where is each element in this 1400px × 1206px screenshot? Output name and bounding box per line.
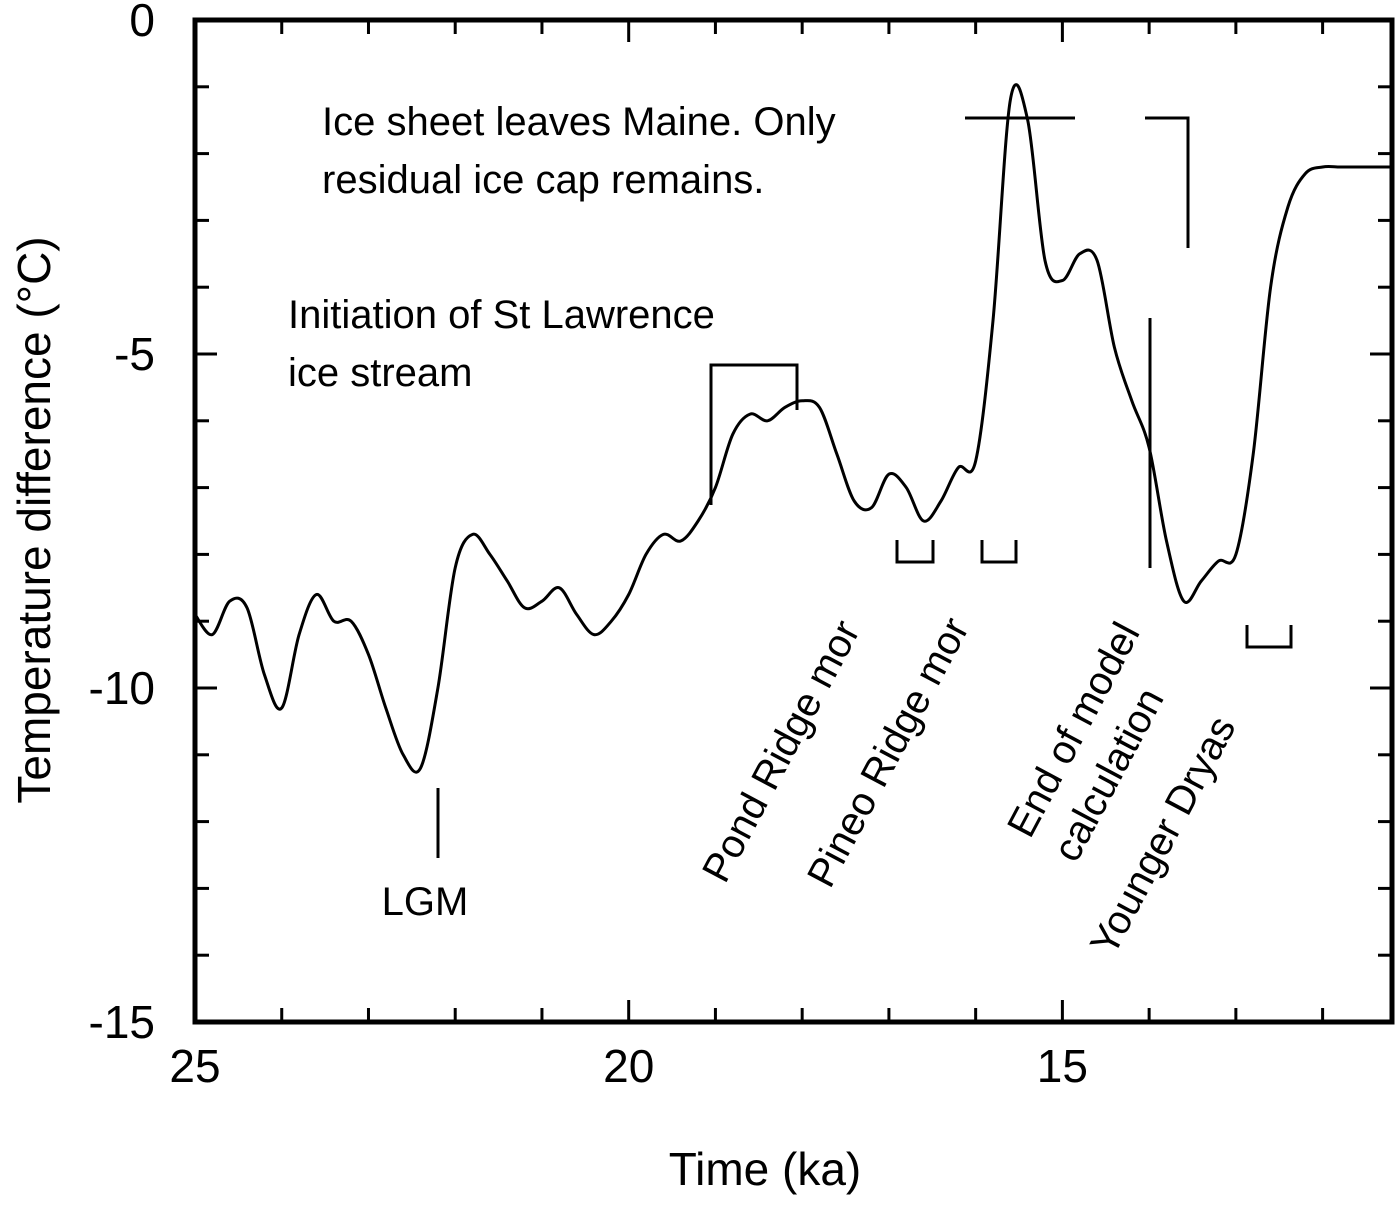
x-tick-label: 15 bbox=[1037, 1040, 1088, 1092]
series-line-0 bbox=[193, 83, 1392, 774]
annotation-st-lawrence-line: Initiation of St Lawrence bbox=[288, 293, 715, 337]
y-tick-label: -15 bbox=[89, 996, 155, 1048]
series bbox=[193, 83, 1392, 774]
x-tick-label: 20 bbox=[603, 1040, 654, 1092]
x-tick-label: 25 bbox=[169, 1040, 220, 1092]
annotation-maine-line: Ice sheet leaves Maine. Only bbox=[322, 100, 836, 144]
younger-dryas-bracket bbox=[1245, 625, 1293, 649]
maine-bracket bbox=[1145, 116, 1190, 248]
ticks: 0 -5 -10 -15 25 20 15 bbox=[89, 0, 1392, 1092]
annotation-lgm-line: LGM bbox=[382, 880, 469, 924]
y-tick-label: -10 bbox=[89, 662, 155, 714]
st-lawrence-bracket bbox=[709, 363, 799, 505]
y-tick-label: -5 bbox=[114, 328, 155, 380]
annotations: LGM Initiation of St Lawrence ice stream Ic… bbox=[288, 100, 1293, 962]
axes bbox=[192, 17, 1395, 1025]
annotation-st-lawrence-line: ice stream bbox=[288, 351, 473, 395]
annotation-st-lawrence: Initiation of St Lawrence ice stream bbox=[288, 293, 715, 395]
annotation-maine-line: residual ice cap remains. bbox=[322, 158, 764, 202]
annotation-maine: Ice sheet leaves Maine. Only residual ice… bbox=[322, 100, 836, 202]
pineo-ridge-bracket bbox=[980, 540, 1018, 564]
plot-frame bbox=[192, 17, 1395, 1025]
x-axis-label: Time (ka) bbox=[669, 1143, 862, 1195]
y-tick-label: 0 bbox=[129, 0, 155, 46]
annotation-lgm: LGM bbox=[382, 880, 469, 924]
pond-ridge-bracket bbox=[895, 540, 935, 564]
y-axis-label: Temperature difference (°C) bbox=[8, 236, 60, 803]
